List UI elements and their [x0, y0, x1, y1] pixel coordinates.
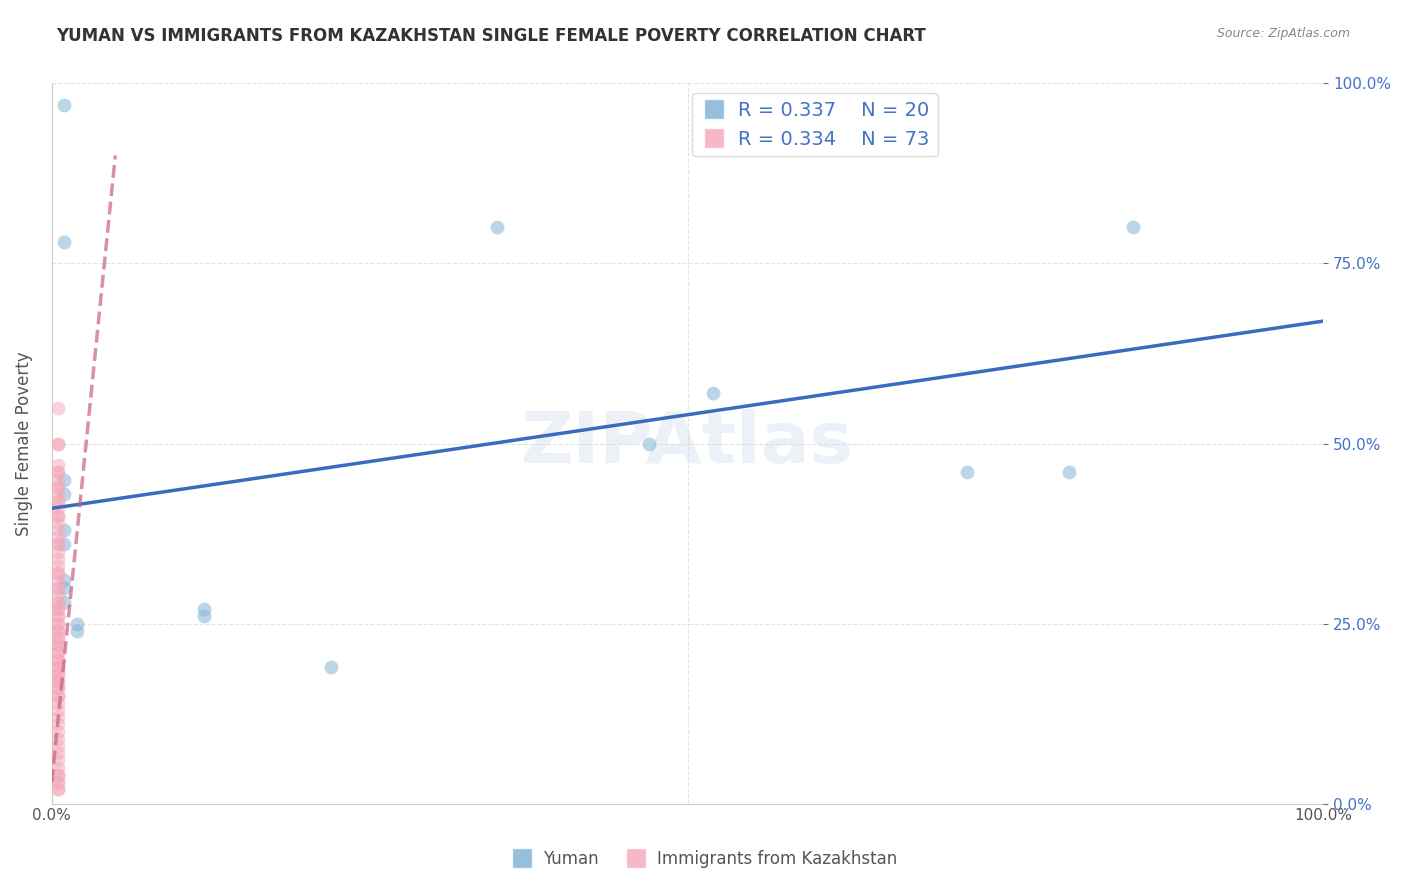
Point	[46, 401, 69, 415]
Point	[46, 566, 69, 581]
Point	[53, 98, 76, 112]
Point	[46, 667, 69, 681]
Point	[46, 660, 69, 674]
Point	[46, 667, 69, 681]
Point	[46, 466, 69, 480]
Point	[702, 386, 724, 401]
Point	[46, 652, 69, 666]
Point	[53, 537, 76, 551]
Point	[46, 638, 69, 652]
Point	[46, 710, 69, 724]
Point	[46, 782, 69, 797]
Point	[46, 761, 69, 775]
Y-axis label: Single Female Poverty: Single Female Poverty	[15, 351, 32, 536]
Point	[46, 775, 69, 789]
Point	[53, 235, 76, 249]
Point	[46, 508, 69, 523]
Point	[638, 436, 661, 450]
Point	[46, 537, 69, 551]
Point	[46, 609, 69, 624]
Point	[46, 775, 69, 789]
Point	[46, 681, 69, 696]
Point	[46, 703, 69, 717]
Point	[46, 530, 69, 544]
Point	[46, 624, 69, 638]
Point	[46, 581, 69, 595]
Point	[321, 660, 343, 674]
Point	[485, 220, 508, 235]
Point	[46, 696, 69, 710]
Point	[46, 602, 69, 616]
Point	[46, 574, 69, 588]
Point	[46, 782, 69, 797]
Point	[1057, 466, 1080, 480]
Point	[46, 768, 69, 782]
Point	[46, 436, 69, 450]
Text: YUMAN VS IMMIGRANTS FROM KAZAKHSTAN SINGLE FEMALE POVERTY CORRELATION CHART: YUMAN VS IMMIGRANTS FROM KAZAKHSTAN SING…	[56, 27, 927, 45]
Point	[46, 746, 69, 760]
Point	[46, 501, 69, 516]
Point	[956, 466, 979, 480]
Point	[46, 466, 69, 480]
Point	[46, 551, 69, 566]
Point	[46, 494, 69, 508]
Point	[46, 602, 69, 616]
Point	[1122, 220, 1144, 235]
Point	[53, 473, 76, 487]
Point	[46, 588, 69, 602]
Point	[193, 602, 215, 616]
Point	[46, 689, 69, 703]
Legend: Yuman, Immigrants from Kazakhstan: Yuman, Immigrants from Kazakhstan	[502, 844, 904, 875]
Point	[46, 616, 69, 631]
Point	[46, 674, 69, 689]
Point	[46, 595, 69, 609]
Point	[46, 645, 69, 659]
Point	[46, 638, 69, 652]
Point	[46, 631, 69, 645]
Point	[46, 566, 69, 581]
Point	[46, 631, 69, 645]
Point	[46, 753, 69, 767]
Point	[46, 480, 69, 494]
Point	[66, 616, 89, 631]
Point	[46, 544, 69, 558]
Point	[53, 574, 76, 588]
Point	[46, 768, 69, 782]
Point	[66, 624, 89, 638]
Point	[46, 689, 69, 703]
Point	[46, 523, 69, 537]
Point	[46, 480, 69, 494]
Point	[46, 595, 69, 609]
Point	[46, 516, 69, 530]
Point	[46, 616, 69, 631]
Point	[53, 487, 76, 501]
Point	[46, 717, 69, 731]
Legend: R = 0.337    N = 20, R = 0.334    N = 73: R = 0.337 N = 20, R = 0.334 N = 73	[692, 93, 938, 156]
Point	[46, 508, 69, 523]
Point	[46, 660, 69, 674]
Point	[46, 473, 69, 487]
Text: ZIPAtlas: ZIPAtlas	[522, 409, 853, 478]
Point	[46, 645, 69, 659]
Point	[46, 681, 69, 696]
Point	[53, 523, 76, 537]
Point	[46, 487, 69, 501]
Point	[46, 652, 69, 666]
Point	[46, 674, 69, 689]
Point	[193, 609, 215, 624]
Point	[46, 537, 69, 551]
Point	[46, 458, 69, 472]
Point	[46, 724, 69, 739]
Point	[53, 581, 76, 595]
Point	[46, 609, 69, 624]
Point	[46, 494, 69, 508]
Point	[46, 558, 69, 573]
Point	[46, 581, 69, 595]
Text: Source: ZipAtlas.com: Source: ZipAtlas.com	[1216, 27, 1350, 40]
Point	[46, 739, 69, 753]
Point	[46, 436, 69, 450]
Point	[53, 595, 76, 609]
Point	[46, 731, 69, 746]
Point	[46, 624, 69, 638]
